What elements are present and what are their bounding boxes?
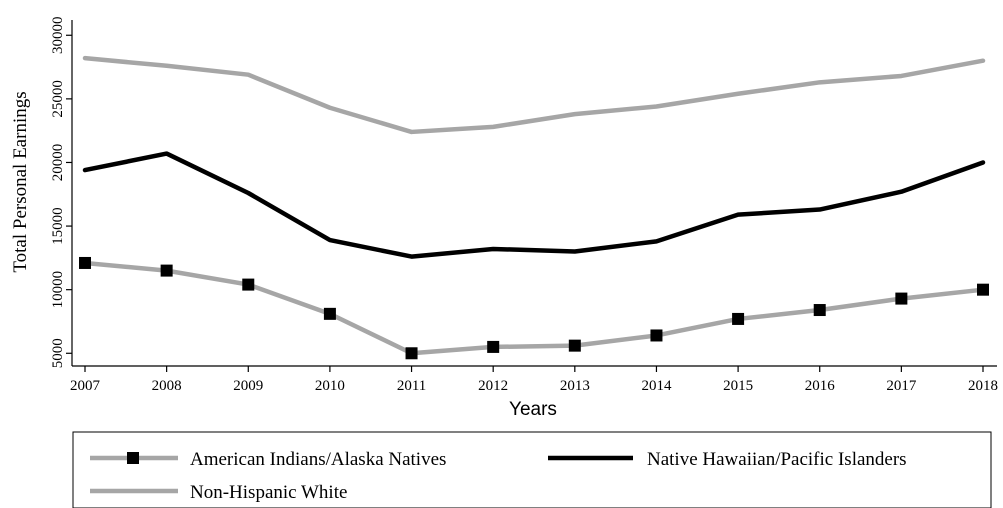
- y-tick-label: 20000: [50, 144, 66, 182]
- x-tick-label: 2015: [723, 378, 753, 394]
- x-axis-title: Years: [509, 399, 557, 420]
- legend-item-american-indians: American Indians/Alaska Natives: [90, 449, 446, 470]
- x-tick-label: 2014: [641, 378, 672, 394]
- series-line-american-indians: [82, 260, 986, 356]
- x-tick-label: 2013: [560, 378, 590, 394]
- x-tick-label: 2016: [805, 378, 836, 394]
- legend: American Indians/Alaska Natives Native H…: [72, 431, 992, 508]
- x-tick-label: 2017: [886, 378, 917, 394]
- axes: [71, 20, 997, 367]
- data-point-marker: [405, 347, 418, 360]
- y-tick-label: 25000: [50, 80, 66, 118]
- legend-box: [72, 431, 992, 508]
- legend-label-american-indians: American Indians/Alaska Natives: [190, 449, 446, 470]
- x-tick-label: 2009: [233, 378, 263, 394]
- y-axis-title: Total Personal Earnings: [10, 91, 31, 272]
- legend-label-non-hispanic-white: Non-Hispanic White: [190, 482, 347, 503]
- series-layer: [79, 55, 989, 360]
- x-tick-label: 2018: [968, 378, 998, 394]
- data-point-marker: [568, 339, 581, 352]
- data-point-marker: [160, 264, 173, 277]
- y-ticks: 5000 10000 15000 20000 25000 30000: [50, 17, 72, 368]
- y-tick-label: 30000: [50, 17, 66, 55]
- y-tick-label: 5000: [50, 338, 66, 368]
- data-point-marker: [977, 283, 989, 296]
- data-point-marker: [487, 340, 500, 353]
- y-tick-label: 15000: [50, 207, 66, 245]
- x-tick-label: 2010: [315, 378, 345, 394]
- legend-marker-american-indians: [127, 452, 139, 464]
- legend-item-native-hawaiian: Native Hawaiian/Pacific Islanders: [548, 449, 907, 470]
- x-tick-label: 2011: [397, 378, 426, 394]
- data-point-marker: [895, 292, 908, 305]
- x-tick-label: 2012: [478, 378, 508, 394]
- x-ticks: 2007 2008 2009 2010 2011 2012 2013 2014 2015 2016…: [70, 366, 998, 394]
- x-tick-label: 2007: [70, 378, 101, 394]
- legend-item-non-hispanic-white: Non-Hispanic White: [90, 482, 347, 503]
- data-point-marker: [323, 307, 336, 320]
- series-line-non-hispanic-white: [82, 55, 986, 135]
- data-point-marker: [79, 256, 91, 269]
- series-line-native-hawaiian: [82, 151, 986, 259]
- x-tick-label: 2008: [152, 378, 182, 394]
- data-point-marker: [242, 278, 255, 291]
- legend-label-native-hawaiian: Native Hawaiian/Pacific Islanders: [647, 449, 907, 470]
- data-point-marker: [813, 304, 826, 317]
- data-point-marker: [732, 312, 745, 325]
- y-tick-label: 10000: [50, 271, 66, 309]
- data-point-marker: [650, 329, 663, 342]
